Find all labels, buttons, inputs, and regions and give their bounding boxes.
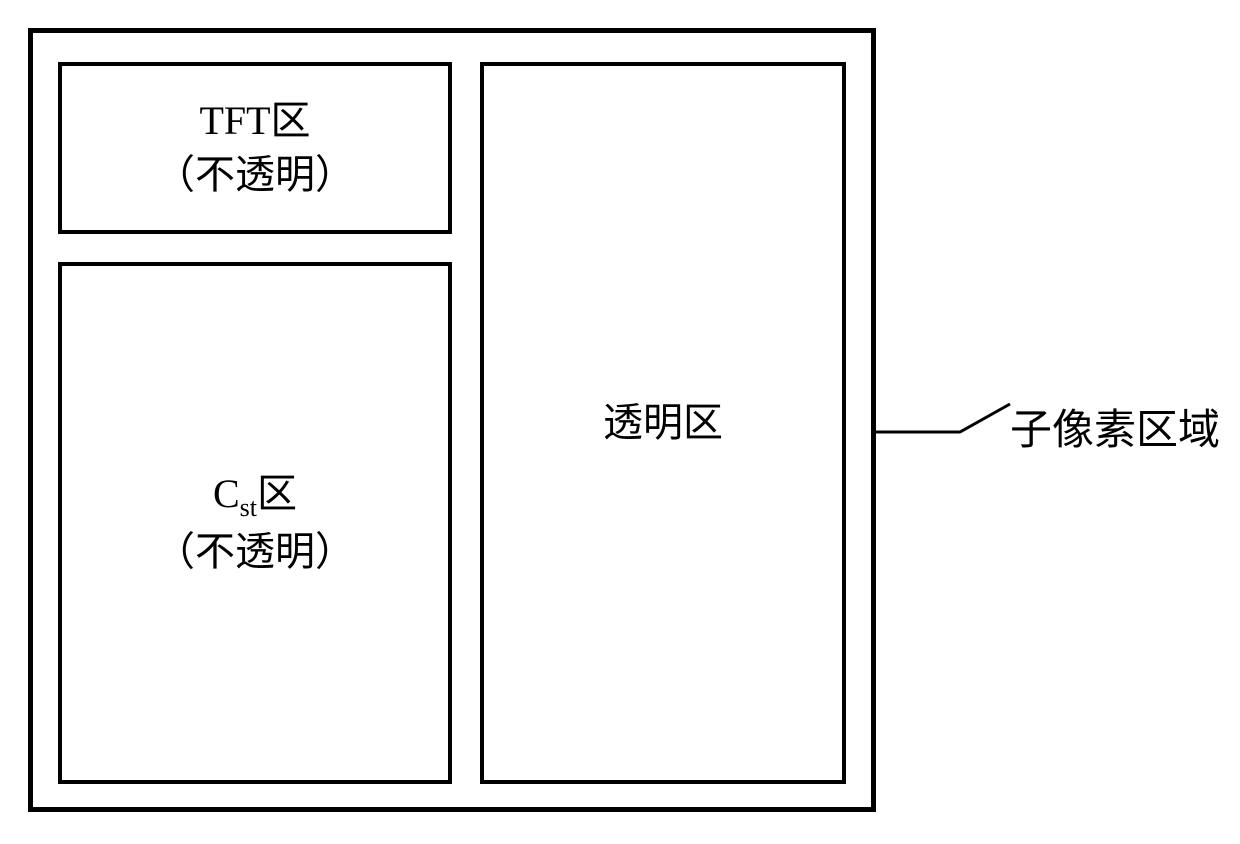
subpixel-region-callout-label: 子像素区域 (1010, 396, 1220, 457)
diagram-canvas: TFT区 （不透明） Cst区 （不透明） 透明区 子像素区域 (0, 0, 1240, 844)
